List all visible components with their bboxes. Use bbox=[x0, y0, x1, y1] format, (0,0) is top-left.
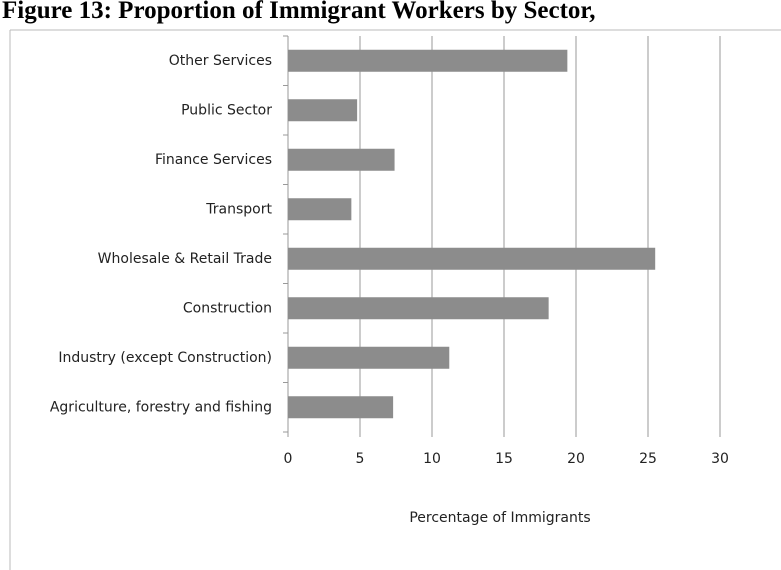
x-tick-label: 20 bbox=[567, 451, 585, 467]
x-tick-label: 30 bbox=[711, 451, 729, 467]
y-tick-label: Finance Services bbox=[155, 152, 272, 168]
x-tick-label: 25 bbox=[639, 451, 657, 467]
bar bbox=[288, 346, 450, 369]
bar bbox=[288, 99, 358, 122]
y-tick-label: Construction bbox=[183, 300, 272, 316]
y-tick-label: Agriculture, forestry and fishing bbox=[50, 399, 272, 415]
bar bbox=[288, 198, 352, 221]
bar bbox=[288, 247, 656, 270]
chart-title: Figure 13: Proportion of Immigrant Worke… bbox=[2, 0, 595, 24]
bar bbox=[288, 396, 394, 419]
y-tick-label: Industry (except Construction) bbox=[58, 350, 272, 366]
x-tick-label: 15 bbox=[495, 451, 513, 467]
x-tick-label: 10 bbox=[423, 451, 441, 467]
bar bbox=[288, 297, 549, 320]
x-axis-title: Percentage of Immigrants bbox=[409, 510, 590, 526]
x-tick-label: 5 bbox=[356, 451, 365, 467]
bar bbox=[288, 148, 395, 171]
bar bbox=[288, 49, 568, 72]
y-tick-label: Public Sector bbox=[181, 102, 272, 118]
y-tick-label: Transport bbox=[205, 201, 272, 217]
y-tick-label: Wholesale & Retail Trade bbox=[98, 251, 272, 267]
y-tick-label: Other Services bbox=[169, 53, 272, 69]
x-tick-label: 0 bbox=[284, 451, 293, 467]
